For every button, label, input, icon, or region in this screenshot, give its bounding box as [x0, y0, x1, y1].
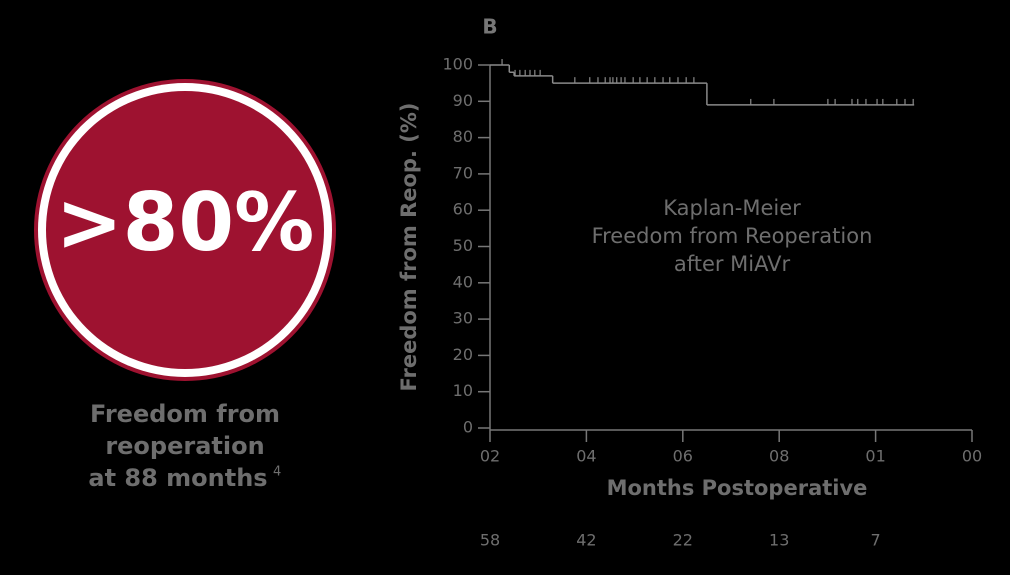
x-tick-label: 08 — [769, 447, 789, 466]
y-tick-label: 70 — [453, 163, 473, 182]
panel-label: B — [482, 15, 497, 39]
y-tick-label: 80 — [453, 127, 473, 146]
x-tick-label: 06 — [673, 447, 693, 466]
caption: at 88 months — [88, 464, 267, 492]
y-tick-label: 40 — [453, 272, 473, 291]
at-risk-count: 58 — [480, 531, 500, 550]
x-tick-label: 00 — [962, 447, 982, 466]
y-tick-label: 90 — [453, 91, 473, 110]
at-risk-count: 13 — [769, 531, 789, 550]
annotation: after MiAVr — [674, 252, 791, 276]
y-tick-label: 60 — [453, 200, 473, 219]
y-tick-label: 30 — [453, 309, 473, 328]
y-tick-label: 20 — [453, 345, 473, 364]
x-tick-label: 02 — [480, 447, 500, 466]
y-tick-label: 0 — [463, 418, 473, 437]
caption: reoperation — [105, 432, 264, 460]
caption-superscript: 4 — [273, 465, 281, 480]
x-tick-label: 04 — [576, 447, 596, 466]
y-tick-label: 50 — [453, 236, 473, 255]
y-tick-label: 100 — [442, 55, 473, 74]
x-axis-label: Months Postoperative — [607, 476, 868, 500]
annotation: Freedom from Reoperation — [592, 224, 873, 248]
x-tick-label: 01 — [865, 447, 885, 466]
at-risk-count: 7 — [871, 531, 881, 550]
y-tick-label: 10 — [453, 381, 473, 400]
badge-value: >80% — [56, 176, 315, 269]
y-axis-label: Freedom from Reop. (%) — [397, 102, 421, 391]
badge — [46, 91, 324, 369]
caption: Freedom from — [90, 400, 280, 428]
at-risk-count: 22 — [673, 531, 693, 550]
annotation: Kaplan-Meier — [663, 196, 801, 220]
at-risk-count: 42 — [576, 531, 596, 550]
